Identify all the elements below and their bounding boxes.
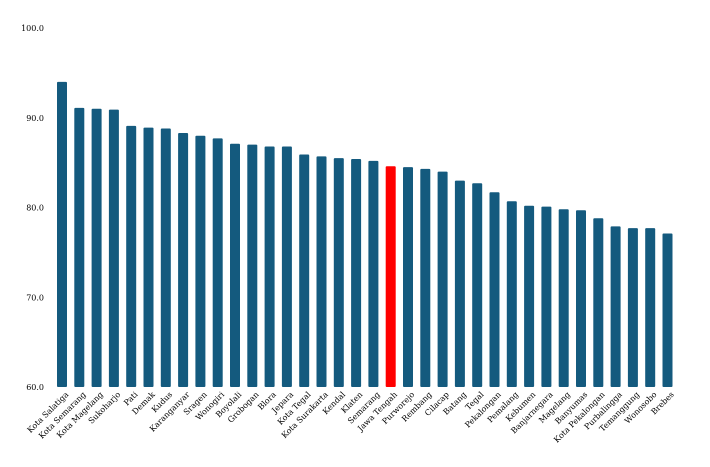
bar bbox=[143, 127, 154, 388]
bar bbox=[524, 205, 535, 387]
bar bbox=[57, 81, 67, 387]
y-tick-label: 70.0 bbox=[26, 293, 44, 302]
bar bbox=[627, 228, 638, 387]
bar bbox=[403, 167, 413, 387]
bar bbox=[368, 160, 379, 387]
y-tick-label: 60.0 bbox=[26, 383, 44, 392]
bar bbox=[506, 201, 517, 387]
bar bbox=[299, 154, 310, 387]
bar bbox=[91, 108, 102, 388]
bar bbox=[160, 128, 171, 387]
bar bbox=[610, 226, 621, 387]
bar bbox=[178, 133, 189, 387]
bar bbox=[316, 156, 327, 387]
bar bbox=[108, 109, 119, 388]
bars bbox=[57, 81, 673, 388]
y-tick-label: 90.0 bbox=[26, 114, 44, 123]
bar bbox=[662, 233, 673, 387]
bar bbox=[558, 209, 569, 387]
bar bbox=[385, 166, 396, 387]
bar bbox=[212, 138, 223, 387]
bar bbox=[264, 146, 275, 387]
y-tick-label: 80.0 bbox=[26, 204, 44, 213]
bar bbox=[472, 183, 483, 387]
bar bbox=[126, 125, 137, 387]
bar bbox=[454, 180, 465, 387]
bar bbox=[195, 135, 206, 387]
bar bbox=[437, 171, 448, 387]
bar bbox=[247, 144, 258, 387]
y-tick-label: 100.0 bbox=[21, 24, 44, 33]
bar bbox=[489, 192, 500, 387]
bar bbox=[230, 143, 240, 387]
bar bbox=[541, 206, 552, 387]
y-axis-ticks: 60.0 70.0 80.0 90.0 100.0 bbox=[21, 24, 44, 392]
bar bbox=[351, 159, 362, 387]
bar bbox=[74, 107, 85, 387]
bar bbox=[281, 146, 292, 387]
bar bbox=[420, 168, 431, 387]
bar bbox=[576, 210, 586, 387]
bar bbox=[333, 158, 344, 387]
bar bbox=[593, 218, 604, 387]
bar bbox=[645, 228, 656, 387]
